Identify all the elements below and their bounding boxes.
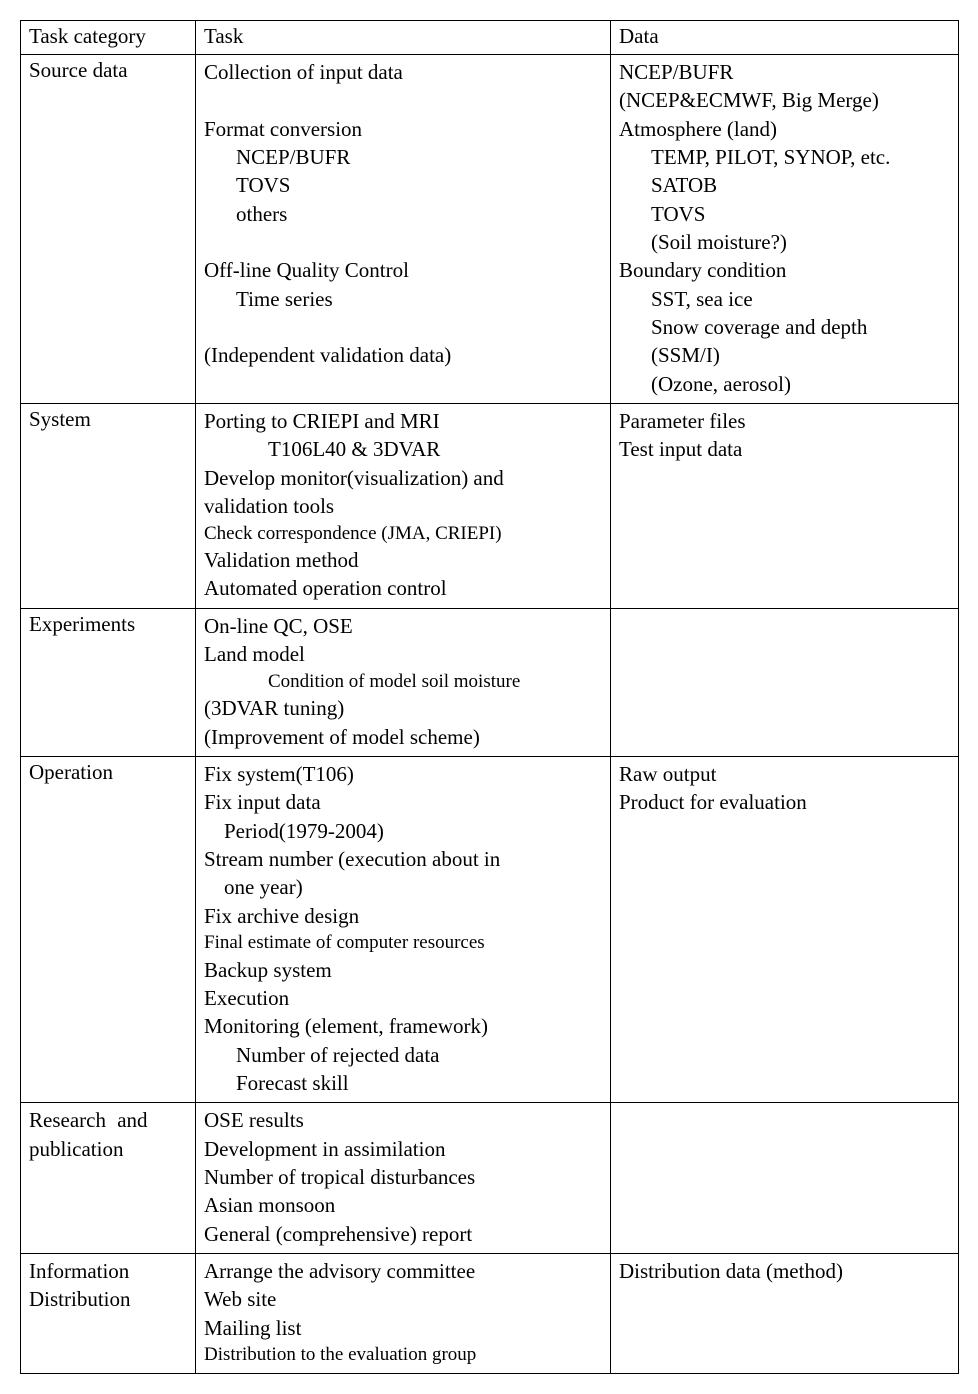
cell-line: TOVS	[204, 171, 602, 199]
cell-line: Fix system(T106)	[204, 760, 602, 788]
cell-line: (Improvement of model scheme)	[204, 723, 602, 751]
table-row: SystemPorting to CRIEPI and MRIT106L40 &…	[21, 404, 959, 609]
cell-task-category: Operation	[21, 756, 196, 1102]
cell-line: Distribution data (method)	[619, 1257, 950, 1285]
cell-task: Collection of input data Format conversi…	[196, 55, 611, 404]
table-header-row: Task category Task Data	[21, 21, 959, 55]
cell-line: Boundary condition	[619, 256, 950, 284]
cell-line: TOVS	[619, 200, 950, 228]
cell-line: Final estimate of computer resources	[204, 930, 602, 956]
cell-task-category: Experiments	[21, 608, 196, 756]
cell-line: Porting to CRIEPI and MRI	[204, 407, 602, 435]
task-table: Task category Task Data Source dataColle…	[20, 20, 959, 1374]
cell-line: (Soil moisture?)	[619, 228, 950, 256]
cell-line: Period(1979-2004)	[204, 817, 602, 845]
header-task: Task	[196, 21, 611, 55]
cell-task: OSE resultsDevelopment in assimilationNu…	[196, 1103, 611, 1254]
cell-data: Parameter filesTest input data	[611, 404, 959, 609]
cell-line: Format conversion	[204, 115, 602, 143]
cell-line: Execution	[204, 984, 602, 1012]
cell-line: Research and	[29, 1106, 187, 1134]
cell-data	[611, 1103, 959, 1254]
cell-line: Number of tropical disturbances	[204, 1163, 602, 1191]
table-row: InformationDistributionArrange the advis…	[21, 1253, 959, 1373]
cell-line: Asian monsoon	[204, 1191, 602, 1219]
header-task-category: Task category	[21, 21, 196, 55]
cell-line: Condition of model soil moisture	[204, 669, 602, 695]
cell-line	[204, 228, 602, 256]
cell-line: Mailing list	[204, 1314, 602, 1342]
cell-line: others	[204, 200, 602, 228]
cell-line: (SSM/I)	[619, 341, 950, 369]
cell-line	[204, 313, 602, 341]
cell-task: Porting to CRIEPI and MRIT106L40 & 3DVAR…	[196, 404, 611, 609]
cell-line: Land model	[204, 640, 602, 668]
cell-line: (Independent validation data)	[204, 341, 602, 369]
cell-line: Development in assimilation	[204, 1135, 602, 1163]
cell-line: (3DVAR tuning)	[204, 694, 602, 722]
cell-line: Information	[29, 1257, 187, 1285]
cell-task-category: Research andpublication	[21, 1103, 196, 1254]
cell-task: Fix system(T106)Fix input dataPeriod(197…	[196, 756, 611, 1102]
cell-line: Test input data	[619, 435, 950, 463]
cell-task-category: Source data	[21, 55, 196, 404]
cell-line: General (comprehensive) report	[204, 1220, 602, 1248]
cell-line: Distribution to the evaluation group	[204, 1342, 602, 1368]
cell-line: Develop monitor(visualization) and	[204, 464, 602, 492]
cell-task: Arrange the advisory committeeWeb siteMa…	[196, 1253, 611, 1373]
cell-line: NCEP/BUFR	[204, 143, 602, 171]
cell-line: T106L40 & 3DVAR	[204, 435, 602, 463]
cell-data: NCEP/BUFR(NCEP&ECMWF, Big Merge)Atmosphe…	[611, 55, 959, 404]
cell-line: Check correspondence (JMA, CRIEPI)	[204, 521, 602, 547]
cell-line: Backup system	[204, 956, 602, 984]
cell-line: Atmosphere (land)	[619, 115, 950, 143]
cell-line: OSE results	[204, 1106, 602, 1134]
cell-line: Off-line Quality Control	[204, 256, 602, 284]
cell-line: Stream number (execution about in	[204, 845, 602, 873]
cell-task: On-line QC, OSELand modelCondition of mo…	[196, 608, 611, 756]
cell-data: Distribution data (method)	[611, 1253, 959, 1373]
table-row: Research andpublicationOSE resultsDevelo…	[21, 1103, 959, 1254]
cell-line: Validation method	[204, 546, 602, 574]
cell-line: (Ozone, aerosol)	[619, 370, 950, 398]
cell-line: Raw output	[619, 760, 950, 788]
cell-line: On-line QC, OSE	[204, 612, 602, 640]
header-data: Data	[611, 21, 959, 55]
cell-line: TEMP, PILOT, SYNOP, etc.	[619, 143, 950, 171]
cell-line: (NCEP&ECMWF, Big Merge)	[619, 86, 950, 114]
cell-line: publication	[29, 1135, 187, 1163]
cell-line: Arrange the advisory committee	[204, 1257, 602, 1285]
cell-line: Collection of input data	[204, 58, 602, 86]
cell-line: Product for evaluation	[619, 788, 950, 816]
cell-line: one year)	[204, 873, 602, 901]
table-row: Source dataCollection of input data Form…	[21, 55, 959, 404]
cell-task-category: System	[21, 404, 196, 609]
cell-line: Number of rejected data	[204, 1041, 602, 1069]
cell-line: Parameter files	[619, 407, 950, 435]
cell-line: Time series	[204, 285, 602, 313]
table-row: ExperimentsOn-line QC, OSELand modelCond…	[21, 608, 959, 756]
cell-line: Web site	[204, 1285, 602, 1313]
cell-line: Snow coverage and depth	[619, 313, 950, 341]
cell-line: Distribution	[29, 1285, 187, 1313]
cell-line: Fix input data	[204, 788, 602, 816]
cell-task-category: InformationDistribution	[21, 1253, 196, 1373]
cell-line: SST, sea ice	[619, 285, 950, 313]
cell-line: Forecast skill	[204, 1069, 602, 1097]
cell-line: Monitoring (element, framework)	[204, 1012, 602, 1040]
table-row: OperationFix system(T106)Fix input dataP…	[21, 756, 959, 1102]
cell-data	[611, 608, 959, 756]
cell-line: SATOB	[619, 171, 950, 199]
cell-line: validation tools	[204, 492, 602, 520]
cell-line: Fix archive design	[204, 902, 602, 930]
cell-data: Raw outputProduct for evaluation	[611, 756, 959, 1102]
cell-line	[204, 86, 602, 114]
cell-line: Automated operation control	[204, 574, 602, 602]
cell-line: NCEP/BUFR	[619, 58, 950, 86]
